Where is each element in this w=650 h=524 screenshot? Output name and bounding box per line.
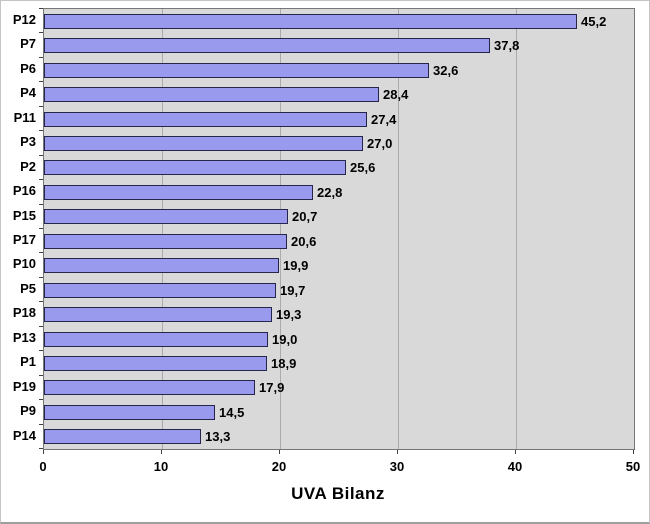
bar-value-label: 22,8 [317,185,343,200]
bar [44,258,279,273]
gridline [516,9,517,449]
bar-value-label: 19,9 [283,258,309,273]
category-label: P2 [20,159,36,174]
plot-area [43,8,635,450]
x-axis-tick [279,450,280,454]
y-axis-tick [39,301,43,302]
bar [44,380,255,395]
category-label: P19 [12,379,36,394]
y-axis-tick [39,130,43,131]
bar-value-label: 19,7 [280,283,306,298]
category-label: P14 [12,428,36,443]
bar [44,307,272,322]
category-label: P1 [20,354,36,369]
x-axis-tick [515,450,516,454]
bar-value-label: 20,7 [292,209,318,224]
category-label: P12 [12,12,36,27]
y-axis-tick [39,277,43,278]
y-axis-tick [39,350,43,351]
category-label: P5 [20,281,36,296]
x-tick-label: 40 [507,459,523,474]
bar [44,38,490,53]
y-axis-tick [39,8,43,9]
x-axis-title: UVA Bilanz [291,484,385,503]
bar [44,112,367,127]
bar-value-label: 28,4 [383,87,409,102]
y-axis-tick [39,155,43,156]
x-axis-tick [161,450,162,454]
x-tick-label: 50 [625,459,641,474]
bar [44,14,577,29]
x-tick-label: 30 [389,459,405,474]
category-label: P3 [20,134,36,149]
bar [44,63,429,78]
y-axis-tick [39,252,43,253]
x-tick-label: 20 [271,459,287,474]
category-label: P4 [20,85,36,100]
y-axis-tick [39,448,43,449]
bar-value-label: 27,4 [371,112,397,127]
bar-value-label: 27,0 [367,136,393,151]
bar-value-label: 20,6 [291,234,317,249]
category-label: P13 [12,330,36,345]
bar-value-label: 17,9 [259,380,285,395]
bar-value-label: 45,2 [581,14,607,29]
bar-value-label: 25,6 [350,160,376,175]
bar [44,160,346,175]
y-axis-tick [39,228,43,229]
x-axis-tick [633,450,634,454]
bar [44,332,268,347]
gridline [398,9,399,449]
bar [44,356,267,371]
category-label: P15 [12,208,36,223]
x-axis-tick [397,450,398,454]
bar [44,185,313,200]
bar-value-label: 13,3 [205,429,231,444]
category-label: P16 [12,183,36,198]
gridline [162,9,163,449]
category-label: P17 [12,232,36,247]
y-axis-tick [39,32,43,33]
category-label: P6 [20,61,36,76]
y-axis-tick [39,375,43,376]
y-axis-tick [39,57,43,58]
bar-value-label: 19,3 [276,307,302,322]
bar [44,209,288,224]
bar [44,87,379,102]
bar [44,234,287,249]
bar [44,136,363,151]
bar [44,429,201,444]
category-label: P10 [12,256,36,271]
category-label: P9 [20,403,36,418]
bar-value-label: 18,9 [271,356,297,371]
bar-value-label: 37,8 [494,38,520,53]
x-axis-tick [43,450,44,454]
bar [44,405,215,420]
y-axis-tick [39,399,43,400]
y-axis-tick [39,204,43,205]
x-tick-label: 0 [39,459,47,474]
y-axis-tick [39,106,43,107]
y-axis-tick [39,326,43,327]
bar-value-label: 32,6 [433,63,459,78]
bar [44,283,276,298]
y-axis-tick [39,424,43,425]
y-axis-tick [39,81,43,82]
category-label: P11 [13,110,36,125]
bar-value-label: 19,0 [272,332,298,347]
y-axis-tick [39,179,43,180]
x-tick-label: 10 [153,459,169,474]
gridline [280,9,281,449]
bar-value-label: 14,5 [219,405,245,420]
category-label: P18 [12,305,36,320]
category-label: P7 [20,36,36,51]
